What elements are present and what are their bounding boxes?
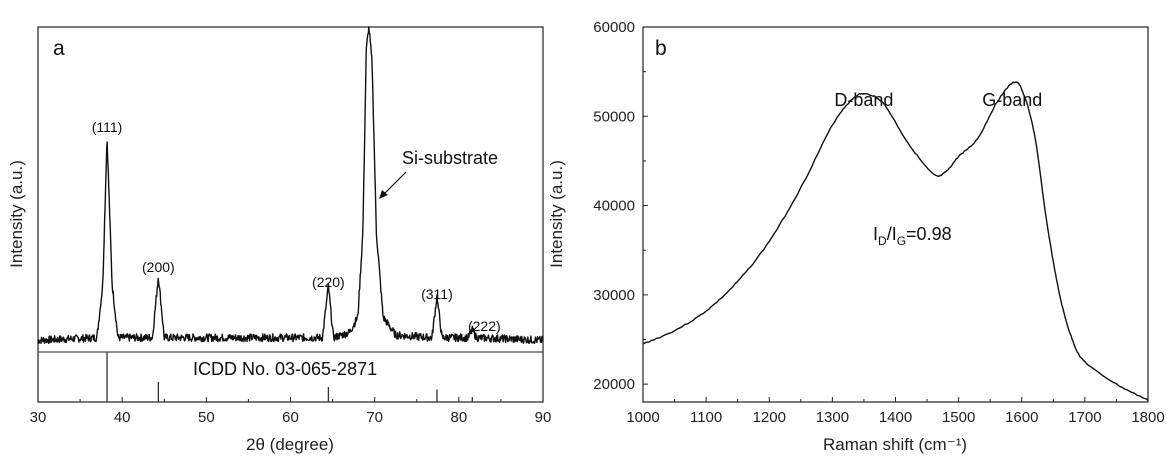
raman-x-tick-label: 1100 [690,409,722,426]
raman-y-axis-label: Intensity (a.u.) [547,160,566,268]
xrd-y-axis-label: Intensity (a.u.) [7,160,26,268]
raman-x-tick-label: 1300 [816,409,849,426]
raman-x-axis-label: Raman shift (cm⁻¹) [823,435,967,454]
xrd-x-tick-label: 90 [535,409,552,426]
id-ig-ratio: ID/IG=0.98 [873,224,952,248]
xrd-peak-labels: (111) (200) (220) (311) (222) [92,119,501,334]
raman-y-tick-label: 40000 [593,198,635,215]
xrd-x-tick-label: 30 [30,409,47,426]
raman-x-tick-label: 1500 [942,409,975,426]
xrd-peak-label: (200) [142,259,175,275]
raman-peak-labels: D-band G-band [834,90,1042,110]
si-substrate-arrow [381,171,407,197]
raman-x-tick-label: 1800 [1131,409,1164,426]
raman-peak-label: G-band [982,90,1042,110]
xrd-chart: a 2θ (degree) Intensity (a.u.) 30 40 50 60 7… [7,26,552,454]
raman-plot-frame [642,26,1149,403]
xrd-series-line [37,26,544,345]
xrd-x-axis-label: 2θ (degree) [246,435,334,454]
xrd-x-ticks: 30 40 50 60 70 80 90 [30,397,552,426]
xrd-x-tick-label: 80 [450,409,467,426]
raman-y-tick-label: 60000 [593,19,635,36]
xrd-x-tick-label: 50 [198,409,215,426]
raman-x-tick-label: 1600 [1005,409,1038,426]
xrd-peak-label: (311) [421,286,453,302]
raman-peak-label: D-band [834,90,893,110]
raman-y-ticks: 20000 30000 40000 50000 60000 [593,19,648,393]
raman-x-tick-label: 1200 [753,409,786,426]
raman-y-tick-label: 30000 [593,287,635,304]
xrd-peak-label: (220) [312,274,345,290]
xrd-reference-label: ICDD No. 03-065-2871 [193,359,377,379]
raman-y-tick-label: 20000 [593,376,635,393]
xrd-x-tick-label: 60 [282,409,299,426]
raman-y-tick-label: 50000 [593,108,635,125]
xrd-panel-letter: a [53,37,65,60]
xrd-x-tick-label: 40 [114,409,131,426]
xrd-peak-label: (222) [468,318,501,334]
si-substrate-label: Si-substrate [402,148,498,168]
raman-x-ticks: 1000 1100 1200 1300 1400 1500 1600 1700 1800 [626,397,1165,426]
xrd-reference-lines [106,352,473,402]
raman-panel-letter: b [655,37,667,60]
raman-x-tick-label: 1400 [879,409,912,426]
raman-x-tick-label: 1700 [1068,409,1101,426]
si-substrate-arrowhead [379,190,388,199]
xrd-x-tick-label: 70 [366,409,383,426]
raman-series-line [642,81,1149,401]
xrd-peak-label: (111) [92,119,123,135]
xrd-plot-frame [37,26,544,403]
raman-x-tick-label: 1000 [626,409,659,426]
raman-chart: b Raman shift (cm⁻¹) Intensity (a.u.) 10… [547,19,1165,454]
